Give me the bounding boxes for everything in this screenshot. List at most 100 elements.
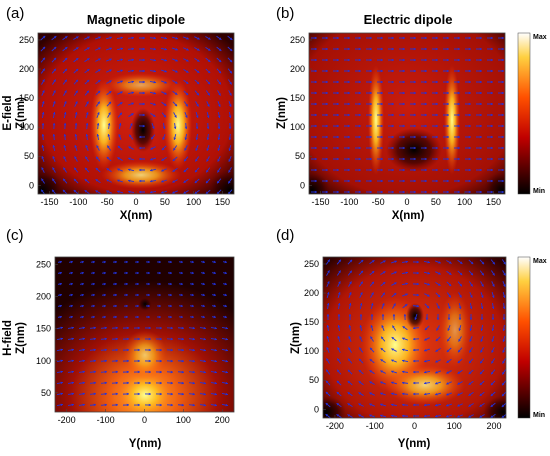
field-arrow-head <box>446 414 449 418</box>
field-arrow-head <box>195 126 199 129</box>
x-tick-label: 0 <box>142 415 147 425</box>
field-arrow-head <box>457 91 460 95</box>
field-arrow-head <box>137 326 140 330</box>
field-arrow-head <box>86 79 90 83</box>
field-arrow-head <box>336 124 339 128</box>
field-arrow-head <box>413 135 416 139</box>
field-arrow-head <box>52 145 56 148</box>
field-arrow-head <box>64 68 68 72</box>
field-arrow-head <box>435 47 438 51</box>
field-arrow-head <box>446 146 449 150</box>
field-arrow-head <box>457 47 460 51</box>
field-arrow-head <box>501 91 504 95</box>
field-arrow-head <box>338 259 341 263</box>
field-arrow-head <box>427 271 430 275</box>
field-arrow-head <box>218 93 221 96</box>
field-arrow-head <box>446 47 449 51</box>
colorbar-bottom-max: Max <box>533 258 547 265</box>
field-arrow-head <box>325 47 328 51</box>
field-arrow-head <box>393 293 397 296</box>
field-arrow-head <box>369 359 373 362</box>
field-arrow-head <box>347 124 350 128</box>
field-arrow-head <box>391 179 394 183</box>
field-arrow-head <box>114 271 117 275</box>
field-arrow-head <box>53 57 57 61</box>
field-arrow-head <box>336 47 339 51</box>
field-arrow-head <box>413 58 416 62</box>
field-arrow-head <box>457 102 460 106</box>
y-tick-label: 0 <box>300 180 305 190</box>
y-tick-label: 100 <box>290 122 305 132</box>
y-tick-label: 200 <box>36 292 51 302</box>
field-arrow-head <box>424 69 427 73</box>
field-arrow-head <box>479 371 483 375</box>
field-arrow-head <box>164 36 167 40</box>
field-arrow-head <box>224 304 227 308</box>
field-arrow-head <box>325 168 328 172</box>
field-arrow-head <box>391 135 394 139</box>
x-tick-label: -200 <box>326 421 344 431</box>
field-arrow-head <box>180 260 183 264</box>
field-arrow-head <box>314 157 317 161</box>
field-arrow-head <box>349 281 352 284</box>
field-arrow-head <box>115 403 118 407</box>
y-tick-label: 150 <box>304 317 319 327</box>
y-tick-label: 150 <box>290 93 305 103</box>
field-arrow-head <box>447 317 451 320</box>
field-arrow-head <box>380 359 384 362</box>
field-arrow-head <box>446 371 449 374</box>
field-arrow-head <box>159 359 162 363</box>
field-arrow-head <box>71 370 74 374</box>
field-arrow-head <box>52 189 55 193</box>
field-arrow-head <box>229 70 232 74</box>
field-arrow-head <box>53 46 57 50</box>
field-arrow-head <box>109 69 112 72</box>
field-arrow-head <box>349 259 353 263</box>
field-arrow-head <box>382 271 386 274</box>
field-arrow-head <box>52 167 55 170</box>
field-arrow-head <box>217 159 220 162</box>
field-arrow-head <box>104 381 107 385</box>
field-arrow-head <box>424 414 427 418</box>
field-arrow-head <box>413 124 416 128</box>
field-arrow-head <box>158 271 161 275</box>
y-tick-label: 0 <box>29 180 34 190</box>
field-arrow-head <box>502 350 505 353</box>
field-arrow-head <box>164 69 167 73</box>
field-arrow-head <box>502 317 506 320</box>
field-arrow-head <box>71 403 74 407</box>
field-arrow-head <box>314 168 317 172</box>
panel-b-letter: (b) <box>276 5 294 22</box>
field-arrow-head <box>137 337 140 341</box>
field-arrow-head <box>206 137 210 140</box>
field-arrow-head <box>150 157 153 161</box>
field-arrow-head <box>96 156 99 160</box>
field-arrow-head <box>142 69 145 73</box>
field-arrow-head <box>184 148 187 151</box>
field-arrow-head <box>457 393 460 396</box>
field-arrow-head <box>347 47 350 51</box>
field-arrow-head <box>416 260 419 264</box>
field-arrow-head <box>435 179 438 183</box>
field-arrow-head <box>161 158 165 161</box>
field-arrow-head <box>59 260 62 264</box>
field-arrow-head <box>181 348 184 352</box>
field-arrow-head <box>180 304 183 308</box>
field-arrow-head <box>446 91 449 95</box>
field-arrow-head <box>402 58 405 62</box>
field-arrow-head <box>225 326 228 330</box>
field-arrow-head <box>186 59 189 62</box>
field-arrow-head <box>492 261 495 265</box>
field-arrow-head <box>394 282 397 285</box>
field-arrow-head <box>359 347 362 351</box>
field-arrow-head <box>93 392 96 396</box>
x-tick-label: 150 <box>215 197 230 207</box>
field-arrow-head <box>490 47 493 51</box>
field-arrow-head <box>228 148 232 151</box>
field-arrow-head <box>106 179 109 182</box>
field-arrow-head <box>435 414 438 418</box>
field-arrow-head <box>391 337 395 340</box>
field-arrow-head <box>446 113 449 117</box>
panel-b-ticks: -150 -100 -50 0 50 100 150 0 50 100 150 200 250 <box>290 35 501 207</box>
field-arrow-head <box>183 169 187 173</box>
